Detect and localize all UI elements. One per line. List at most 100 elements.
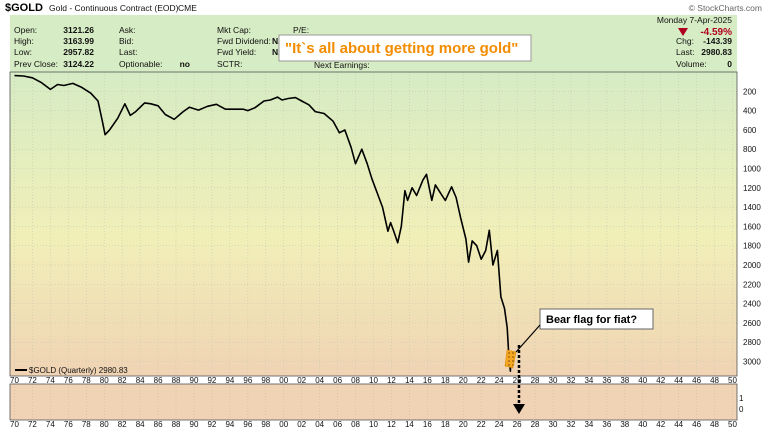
x-tick-label-bottom: 92 <box>207 420 216 429</box>
y-tick-label: 1200 <box>743 184 761 193</box>
symbol: $GOLD <box>5 2 43 14</box>
x-tick-label-bottom: 32 <box>567 420 576 429</box>
x-tick-label-bottom: 02 <box>297 420 306 429</box>
stat-label: Low: <box>14 47 32 57</box>
y-tick-label: 2600 <box>743 319 761 328</box>
stat-label: Optionable: <box>119 59 162 69</box>
x-tick-label: 10 <box>369 376 378 385</box>
x-tick-label: 24 <box>495 376 504 385</box>
exchange: CME <box>178 3 197 13</box>
x-tick-label: 18 <box>441 376 450 385</box>
x-tick-label-bottom: 74 <box>46 420 55 429</box>
stat-value: 2957.82 <box>63 47 94 57</box>
x-tick-label: 84 <box>136 376 145 385</box>
y-tick-label: 1000 <box>743 165 761 174</box>
x-tick-label: 32 <box>567 376 576 385</box>
x-tick-label-bottom: 94 <box>225 420 234 429</box>
x-tick-label: 88 <box>172 376 181 385</box>
x-tick-label-bottom: 44 <box>674 420 683 429</box>
y-tick-label: 2200 <box>743 280 761 289</box>
bear-flag-pointer <box>515 324 541 353</box>
x-tick-label: 00 <box>279 376 288 385</box>
lower-y-tick-label: 0 <box>739 405 744 414</box>
stat-label: Fwd Yield: <box>217 47 256 57</box>
x-tick-label-bottom: 48 <box>710 420 719 429</box>
x-tick-label-bottom: 10 <box>369 420 378 429</box>
x-tick-label: 74 <box>46 376 55 385</box>
y-tick-label: 800 <box>743 145 757 154</box>
gold-price-line <box>14 74 512 372</box>
x-tick-label-bottom: 82 <box>118 420 127 429</box>
x-tick-label-bottom: 50 <box>728 420 737 429</box>
x-tick-label-bottom: 26 <box>513 420 522 429</box>
x-tick-label-bottom: 96 <box>243 420 252 429</box>
x-tick-label-bottom: 36 <box>602 420 611 429</box>
x-tick-label-bottom: 04 <box>315 420 324 429</box>
x-tick-label: 22 <box>477 376 486 385</box>
x-tick-label-bottom: 18 <box>441 420 450 429</box>
stat-value: N/ <box>272 47 281 57</box>
x-tick-label: 36 <box>602 376 611 385</box>
y-tick-label: 400 <box>743 107 757 116</box>
stat-value: N/ <box>272 36 281 46</box>
bear-flag-highlight <box>504 349 517 369</box>
x-tick-label: 26 <box>513 376 522 385</box>
x-tick-label-bottom: 34 <box>584 420 593 429</box>
watermark: © StockCharts.com <box>689 3 762 13</box>
x-tick-label: 30 <box>549 376 558 385</box>
lower-y-tick-label: 1 <box>739 394 744 403</box>
stat-label: Open: <box>14 25 37 35</box>
x-tick-label-bottom: 78 <box>82 420 91 429</box>
stat-label: Last: <box>119 47 137 57</box>
stat-value: -143.39 <box>703 36 732 46</box>
x-tick-label: 02 <box>297 376 306 385</box>
stat-value: 0 <box>727 59 732 69</box>
stat-value: 2980.83 <box>701 47 732 57</box>
stat-label: Chg: <box>676 36 694 46</box>
x-tick-label: 04 <box>315 376 324 385</box>
x-tick-label: 14 <box>405 376 414 385</box>
y-tick-label: 2400 <box>743 300 761 309</box>
stat-value: 3121.26 <box>63 25 94 35</box>
x-tick-label: 50 <box>728 376 737 385</box>
x-tick-label: 90 <box>190 376 199 385</box>
stat-label: Fwd Dividend: <box>217 36 271 46</box>
stat-label: Volume: <box>676 59 707 69</box>
x-tick-label-bottom: 88 <box>172 420 181 429</box>
y-tick-label: 2800 <box>743 338 761 347</box>
bear-flag-text: Bear flag for fiat? <box>546 314 637 326</box>
title-callout-text: "It`s all about getting more gold" <box>285 40 518 57</box>
x-tick-label: 94 <box>225 376 234 385</box>
x-tick-label: 08 <box>351 376 360 385</box>
plot-border <box>9 71 738 377</box>
instrument-name: Gold - Continuous Contract (EOD) <box>49 3 179 13</box>
x-tick-label: 76 <box>64 376 73 385</box>
x-tick-label: 46 <box>692 376 701 385</box>
x-tick-label-bottom: 72 <box>28 420 37 429</box>
stat-label: SCTR: <box>217 59 243 69</box>
bear-flag-callout: Bear flag for fiat? <box>515 308 654 353</box>
x-tick-label: 70 <box>10 376 19 385</box>
pe-label: P/E: <box>293 25 309 35</box>
y-tick-label: 1400 <box>743 203 761 212</box>
x-tick-label-bottom: 14 <box>405 420 414 429</box>
x-tick-label-bottom: 24 <box>495 420 504 429</box>
x-tick-label-bottom: 42 <box>656 420 665 429</box>
x-tick-label-bottom: 70 <box>10 420 19 429</box>
stat-label: Ask: <box>119 25 136 35</box>
x-tick-label: 48 <box>710 376 719 385</box>
x-tick-label: 28 <box>531 376 540 385</box>
x-tick-label-bottom: 86 <box>154 420 163 429</box>
x-tick-label-bottom: 30 <box>549 420 558 429</box>
x-tick-label-bottom: 80 <box>100 420 109 429</box>
x-tick-label: 72 <box>28 376 37 385</box>
stat-value: no <box>180 59 190 69</box>
y-tick-label: 1800 <box>743 242 761 251</box>
x-tick-label: 96 <box>243 376 252 385</box>
stat-value: 3163.99 <box>63 36 94 46</box>
title-bar <box>0 0 768 15</box>
x-tick-label-bottom: 98 <box>261 420 270 429</box>
legend-label: $GOLD (Quarterly) 2980.83 <box>29 366 128 375</box>
x-tick-label: 34 <box>584 376 593 385</box>
x-tick-label-bottom: 12 <box>387 420 396 429</box>
